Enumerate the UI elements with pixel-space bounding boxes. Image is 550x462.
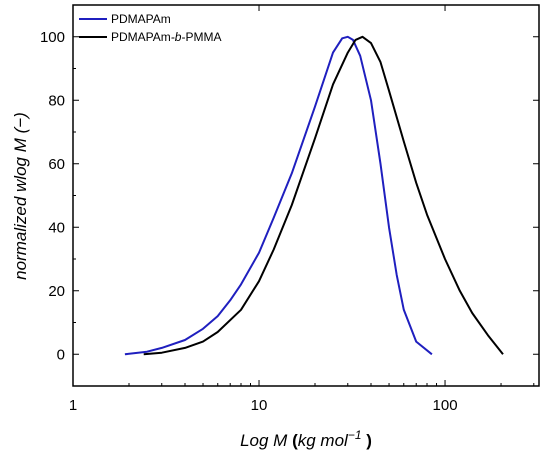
x-tick-label: 100 — [433, 397, 458, 414]
legend: PDMAPAm PDMAPAm-b-PMMA — [79, 12, 221, 44]
x-axis: 1 10 100 — [69, 5, 535, 414]
series-layer — [124, 35, 504, 356]
plot-area — [72, 4, 540, 387]
series-line-0 — [124, 35, 433, 356]
x-axis-label: Log M (kg mol−1 ) — [240, 428, 372, 450]
legend-label-pdmapam-b-pmma: PDMAPAm-b-PMMA — [111, 30, 221, 44]
legend-label-pdmapam: PDMAPAm — [111, 12, 171, 26]
y-axis-label: normalized wlog M (−) — [11, 112, 30, 280]
y-tick-label: 100 — [40, 29, 65, 46]
x-tick-label: 1 — [69, 397, 77, 414]
y-tick-label: 80 — [48, 92, 65, 109]
series-line-1 — [143, 35, 504, 356]
y-tick-label: 20 — [48, 283, 65, 300]
y-tick-label: 60 — [48, 156, 65, 173]
x-tick-label: 10 — [251, 397, 268, 414]
y-tick-label: 40 — [48, 219, 65, 236]
y-axis: 0 20 40 60 80 100 — [40, 4, 539, 387]
y-tick-label: 0 — [57, 346, 65, 363]
